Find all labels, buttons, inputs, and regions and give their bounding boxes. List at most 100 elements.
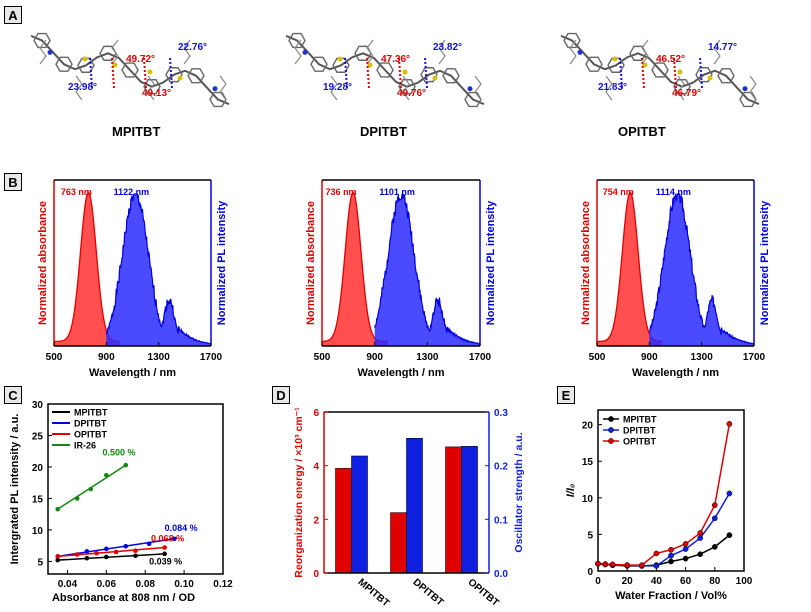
category-label: MPITBT <box>356 577 392 609</box>
data-point <box>104 554 109 560</box>
x-tick-label: 0.12 <box>213 579 233 590</box>
pl-area <box>649 194 754 346</box>
x-tick-label: 1700 <box>200 352 223 363</box>
aromatic-ring <box>376 62 394 78</box>
spectrum-mpitbt: 500 900 1300 1700 Wavelength / nm Normalized … <box>37 179 228 378</box>
aromatic-ring <box>398 79 416 95</box>
data-point <box>88 486 94 492</box>
alkyl-chain <box>111 39 119 65</box>
molecule-name-dpitbt: DPITBT <box>360 124 407 139</box>
alkyl-chain <box>294 39 302 65</box>
sulfur-atom <box>367 62 373 68</box>
aromatic-ring <box>717 68 735 84</box>
panel-b-spectra: 500 900 1300 1700 Wavelength / nm Normalized … <box>37 179 771 378</box>
data-point <box>172 536 177 542</box>
dihedral-marker <box>111 57 115 89</box>
dihedral-angle-label: 46.52° <box>656 54 685 65</box>
x-axis-title: Absorbance at 808 nm / OD <box>52 592 195 604</box>
molecule-structure-opitbt: 46.52° 21.83° 46.79° 14.77° <box>560 32 760 108</box>
dihedral-angle-label: 23.98° <box>68 82 97 93</box>
bar-reorganization <box>445 446 462 574</box>
y-axis-title: I/I₀ <box>565 484 577 498</box>
pl-area <box>106 194 211 346</box>
y-axis-title: Intergrated PL intensity / a.u. <box>9 414 21 565</box>
x-axis-title: Wavelength / nm <box>89 367 176 378</box>
backbone-bond <box>285 34 485 106</box>
aromatic-ring <box>420 67 438 83</box>
data-point <box>123 543 129 549</box>
dihedral-marker <box>143 57 147 89</box>
data-point <box>133 553 138 559</box>
x-axis-title: Wavelength / nm <box>358 367 445 378</box>
panel-a-structures: 49.72° 23.98° 49.13° 22.76° 47.36° 19.28° 49.7… <box>30 32 760 108</box>
x-tick-label: 1700 <box>743 352 766 363</box>
panel-label-b: B <box>4 173 22 191</box>
panel-label-a: A <box>4 6 22 24</box>
alkyl-chain <box>39 39 47 65</box>
alkyl-chain <box>438 39 446 65</box>
y-tick-label-left: 0 <box>313 569 319 580</box>
dihedral-marker <box>699 57 703 89</box>
dihedral-angle-label: 19.28° <box>323 82 352 93</box>
y-tick-label-right: 0.0 <box>494 569 508 580</box>
legend-label: DPITBT <box>74 419 107 429</box>
y-tick-label: 10 <box>582 494 594 505</box>
data-point <box>668 546 674 553</box>
aromatic-ring <box>33 32 51 49</box>
aromatic-ring <box>442 68 460 84</box>
y-axis-title-left: Normalized absorbance <box>305 201 317 325</box>
y-tick-label: 15 <box>582 457 594 468</box>
abs-peak-label: 763 nm <box>61 187 92 197</box>
panel-e-chart: 0 20 40 60 80 100 0 5 10 15 20 Water Fraction / Vol… <box>565 409 753 602</box>
data-point <box>74 552 80 557</box>
x-tick-label: 0.10 <box>174 579 194 590</box>
y-axis-title-right: Normalized PL intensity <box>216 200 228 325</box>
data-point <box>609 561 616 568</box>
dihedral-marker <box>398 57 402 89</box>
category-label: DPITBT <box>411 577 446 609</box>
legend-label: MPITBT <box>623 415 657 425</box>
data-point <box>653 563 660 569</box>
alkyl-chain <box>366 39 374 65</box>
dihedral-marker <box>673 57 677 89</box>
aromatic-ring <box>121 62 139 78</box>
dihedral-angle-label: 47.36° <box>381 54 410 65</box>
series-annotation: 0.084 % <box>165 523 198 533</box>
data-point <box>104 546 109 552</box>
legend-marker <box>608 416 614 422</box>
aromatic-ring <box>165 67 183 83</box>
data-point <box>624 562 631 568</box>
y-tick-label-left: 2 <box>313 515 319 526</box>
plot-frame <box>597 409 745 572</box>
sulfur-atom <box>677 69 683 75</box>
series-annotation: 0.068 % <box>151 533 184 543</box>
dihedral-marker <box>366 57 370 89</box>
y-tick-label-right: 0.1 <box>494 515 508 526</box>
aromatic-ring <box>629 45 647 61</box>
y-tick-label: 0 <box>587 567 593 578</box>
data-point <box>94 550 99 556</box>
x-tick-label: 0.06 <box>97 579 117 590</box>
absorbance-area <box>54 192 120 346</box>
alkyl-chain <box>219 75 227 101</box>
x-tick-label: 500 <box>314 352 331 363</box>
data-point <box>697 530 704 536</box>
aromatic-ring <box>55 56 73 72</box>
legend-label: OPITBT <box>74 430 108 440</box>
bar-reorganization <box>390 512 407 574</box>
aromatic-ring <box>209 91 227 108</box>
data-point <box>653 550 660 557</box>
alkyl-chain <box>330 75 338 101</box>
pl-peak-label: 1122 nm <box>114 187 150 197</box>
pl-peak-label: 1114 nm <box>656 187 691 197</box>
dihedral-marker <box>641 57 645 89</box>
pl-curve <box>374 193 481 345</box>
y-tick-label: 10 <box>32 526 44 537</box>
legend-marker <box>608 427 614 433</box>
y-tick-label: 30 <box>32 400 44 411</box>
pl-curve <box>105 193 212 345</box>
series-line <box>597 423 731 566</box>
bar-reorganization <box>335 468 352 574</box>
molecule-structure-dpitbt: 47.36° 19.28° 49.76° 23.82° <box>285 32 485 108</box>
nitrogen-atom <box>47 49 53 55</box>
